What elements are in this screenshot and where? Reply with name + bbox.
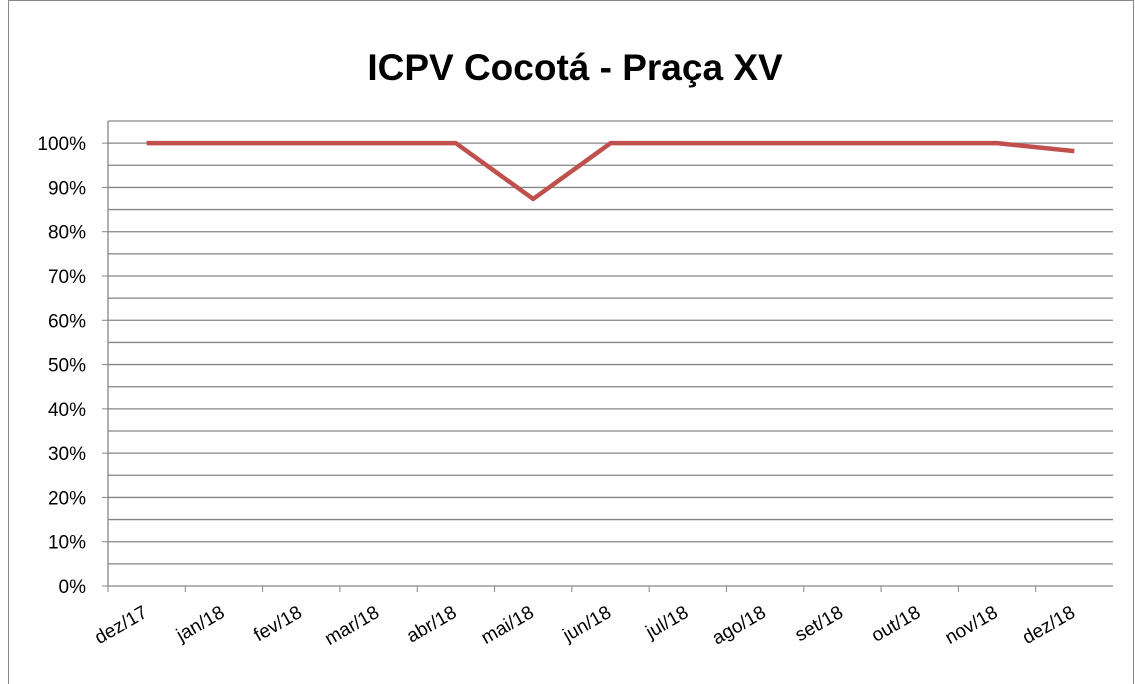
y-tick-label: 0% [59,577,87,598]
line-series [146,140,1075,202]
y-tick-label: 70% [48,267,86,288]
y-tick-label: 80% [48,223,86,244]
y-tick-label: 40% [48,400,86,421]
y-tick-label: 90% [48,178,86,199]
y-tick-label: 10% [48,533,86,554]
y-tick-label: 20% [48,488,86,509]
chart-title: ICPV Cocotá - Praça XV [367,47,783,88]
y-tick-label: 60% [48,311,86,332]
y-tick-label: 50% [48,356,86,377]
y-tick-label: 30% [48,444,86,465]
y-tick-label: 100% [37,134,86,155]
